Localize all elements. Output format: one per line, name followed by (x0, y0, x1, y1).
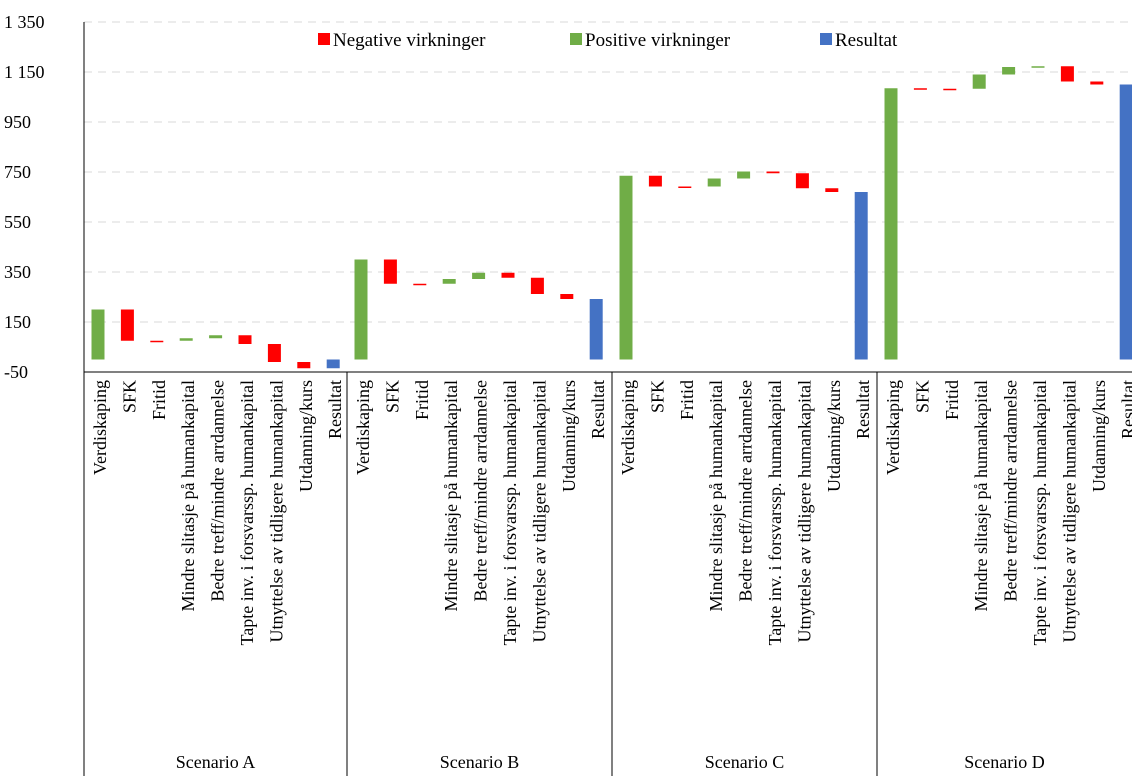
x-category-label: Fritid (677, 380, 697, 420)
x-category-label: Utnyttelse av tidligere humankapital (794, 380, 814, 642)
bar-result (854, 192, 868, 360)
bar-negative (150, 340, 164, 343)
x-category-label: Resultat (588, 380, 608, 439)
bar-negative (238, 335, 252, 344)
x-category-label: Verdiskaping (353, 380, 373, 475)
x-category-label: Verdiskaping (618, 380, 638, 475)
bar-negative (530, 277, 544, 294)
bar-negative (120, 309, 134, 341)
legend-swatch-result (820, 33, 832, 45)
y-tick-label: 950 (4, 112, 31, 132)
x-category-label: Utdanning/kurs (296, 380, 316, 492)
x-category-label: Bedre treff/mindre arrdannelse (208, 380, 228, 602)
bar-positive (91, 309, 105, 360)
x-category-label: Utdanning/kurs (1089, 380, 1109, 492)
legend: Negative virkninger Positive virkninger Re… (318, 30, 898, 51)
bars (91, 66, 1132, 369)
y-tick-label: 150 (4, 312, 31, 332)
y-tick-label: -50 (4, 362, 28, 382)
gridlines (84, 21, 1132, 323)
bar-positive (1002, 67, 1016, 75)
bar-negative (1090, 81, 1104, 85)
bar-positive (619, 175, 633, 360)
bar-positive (737, 171, 751, 179)
bar-negative (943, 88, 957, 91)
x-category-label: Bedre treff/mindre arrdannelse (1001, 380, 1021, 602)
legend-label-result: Resultat (835, 30, 898, 51)
bar-positive (884, 88, 898, 360)
bar-result (589, 299, 603, 360)
bar-positive (707, 178, 721, 187)
bar-negative (267, 344, 281, 362)
y-tick-label: 750 (4, 162, 31, 182)
x-category-label: Mindre slitasje på humankapital (971, 380, 991, 611)
bar-negative (825, 188, 839, 192)
axes: -50 150 350 550 750 950 1 150 1 350 Verdiskaping… (4, 12, 1132, 776)
x-category-label: Verdiskaping (883, 380, 903, 475)
x-category-label: Mindre slitasje på humankapital (441, 380, 461, 611)
y-tick-label: 1 150 (4, 62, 45, 82)
x-category-label: SFK (382, 380, 402, 413)
group-label: Scenario A (176, 752, 255, 772)
bar-negative (383, 259, 397, 284)
bar-result (326, 359, 340, 369)
bar-positive (472, 272, 486, 279)
x-category-label: Resultat (1118, 380, 1132, 439)
bar-positive (1031, 66, 1045, 68)
x-category-label: Fritid (412, 380, 432, 420)
x-category-label: Bedre treff/mindre arrdannelse (471, 380, 491, 602)
x-category-label: SFK (912, 380, 932, 413)
bar-negative (795, 173, 809, 189)
group-label: Scenario B (440, 752, 519, 772)
x-category-label: Resultat (853, 380, 873, 439)
y-tick-label: 350 (4, 262, 31, 282)
bar-negative (766, 171, 780, 174)
bar-negative (297, 362, 311, 369)
bar-negative (648, 175, 662, 187)
legend-label-negative: Negative virkninger (333, 30, 486, 51)
x-category-label: Mindre slitasje på humankapital (178, 380, 198, 611)
x-category-label: Verdiskaping (90, 380, 110, 475)
legend-label-positive: Positive virkninger (585, 30, 731, 51)
legend-swatch-negative (318, 33, 330, 45)
bar-negative (913, 88, 927, 90)
y-tick-label: 1 350 (4, 12, 45, 32)
legend-swatch-positive (570, 33, 582, 45)
x-category-label: SFK (119, 380, 139, 413)
x-category-label: Mindre slitasje på humankapital (706, 380, 726, 611)
bar-negative (413, 283, 427, 286)
x-category-label: Bedre treff/mindre arrdannelse (736, 380, 756, 602)
bar-positive (442, 279, 456, 284)
x-category-label: Utdanning/kurs (559, 380, 579, 492)
bar-negative (1060, 66, 1074, 82)
bar-positive (179, 338, 193, 341)
x-category-label: Tapte inv. i forsvarssp. humankapital (237, 380, 257, 646)
group-label: Scenario D (964, 752, 1044, 772)
x-category-label: Tapte inv. i forsvarssp. humankapital (1030, 380, 1050, 646)
x-category-label: Tapte inv. i forsvarssp. humankapital (765, 380, 785, 646)
x-category-label: Fritid (149, 380, 169, 420)
x-category-label: SFK (647, 380, 667, 413)
x-category-label: Utdanning/kurs (824, 380, 844, 492)
bar-positive (354, 259, 368, 360)
x-category-label: Utnyttelse av tidligere humankapital (529, 380, 549, 642)
bar-positive (972, 74, 986, 89)
bar-result (1119, 84, 1132, 360)
x-category-label: Fritid (942, 380, 962, 420)
bar-negative (678, 186, 692, 188)
x-category-label: Resultat (325, 380, 345, 439)
bar-negative (501, 272, 515, 278)
x-category-label: Utnyttelse av tidligere humankapital (1059, 380, 1079, 642)
y-tick-label: 550 (4, 212, 31, 232)
bar-positive (209, 335, 223, 339)
group-label: Scenario C (705, 752, 784, 772)
x-category-label: Utnyttelse av tidligere humankapital (266, 380, 286, 642)
bar-negative (560, 294, 574, 299)
x-category-label: Tapte inv. i forsvarssp. humankapital (500, 380, 520, 646)
